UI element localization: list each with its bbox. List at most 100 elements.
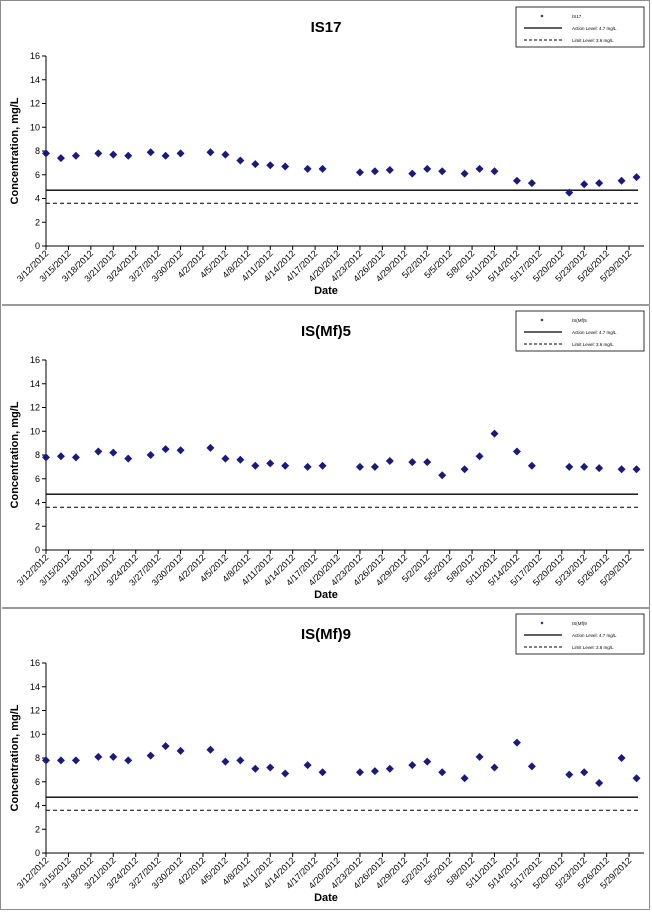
data-point <box>318 164 327 173</box>
legend-label-series: IS(Mf)5 <box>572 318 587 323</box>
data-point <box>161 742 170 751</box>
chart-is17: IS1702468101214163/12/20123/15/20123/18/… <box>9 6 645 297</box>
data-point <box>124 756 133 765</box>
data-point <box>595 778 604 787</box>
data-point <box>71 756 80 765</box>
legend-label-limit: Limit Level: 3.6 mg/L <box>572 38 614 43</box>
data-point <box>475 452 484 461</box>
data-point <box>251 461 260 470</box>
data-point <box>438 471 447 480</box>
data-point <box>565 770 574 779</box>
data-point <box>221 150 230 159</box>
data-point <box>617 754 626 762</box>
y-tick-label: 8 <box>35 146 40 156</box>
data-point <box>490 763 499 772</box>
data-point <box>512 447 521 456</box>
data-point <box>303 164 312 173</box>
data-point <box>109 752 118 761</box>
data-point <box>124 454 133 463</box>
data-point <box>460 169 469 178</box>
data-point <box>71 151 80 160</box>
data-point <box>527 179 536 188</box>
data-point <box>512 738 521 747</box>
y-tick-label: 14 <box>30 682 40 692</box>
y-tick-label: 2 <box>35 824 40 834</box>
legend-label-action: Action Level: 4.7 mg/L <box>572 26 617 31</box>
data-point <box>56 452 65 461</box>
y-tick-label: 16 <box>30 658 40 668</box>
y-tick-label: 16 <box>30 51 40 61</box>
data-point <box>565 188 574 197</box>
data-point <box>124 151 133 160</box>
legend: IS(Mf)9 Action Level: 4.7 mg/L Limit Level… <box>515 613 645 655</box>
y-tick-label: 8 <box>35 450 40 460</box>
legend-label-series: IS17 <box>572 14 582 19</box>
data-point <box>42 453 50 462</box>
y-tick-label: 12 <box>30 99 40 109</box>
y-axis-label: Concentration, mg/L <box>9 401 21 508</box>
data-point <box>281 769 290 778</box>
data-point <box>408 169 417 178</box>
data-point <box>527 762 536 771</box>
y-tick-label: 2 <box>35 217 40 227</box>
data-point <box>266 763 275 772</box>
data-point <box>109 150 118 159</box>
y-tick-label: 10 <box>30 729 40 739</box>
y-tick-label: 4 <box>35 194 40 204</box>
data-point <box>221 454 230 463</box>
legend-marker <box>540 318 544 322</box>
data-point <box>370 462 379 471</box>
y-tick-label: 16 <box>30 355 40 365</box>
data-point <box>146 751 155 760</box>
y-tick-label: 10 <box>30 426 40 436</box>
data-point <box>423 757 432 766</box>
data-point <box>303 761 312 770</box>
legend-box <box>515 6 645 48</box>
chart-title: IS(Mf)9 <box>301 626 351 643</box>
data-point <box>385 456 394 465</box>
data-point <box>236 455 245 464</box>
data-point <box>42 756 50 765</box>
legend-label-limit: Limit Level: 3.6 mg/L <box>572 342 614 347</box>
y-tick-label: 0 <box>35 848 40 858</box>
chart-panel-ismf9: IS(Mf)9 0 2 4 6 8 10 12 14 16 3/12/2012 3/15/2012 3/… <box>2 607 650 909</box>
x-axis-label: Date <box>314 285 338 297</box>
data-point <box>281 162 290 171</box>
data-point <box>303 462 312 471</box>
legend-label-action: Action Level: 4.7 mg/L <box>572 330 617 335</box>
chart-title: IS(Mf)5 <box>301 323 351 340</box>
data-point <box>460 465 469 474</box>
data-point <box>408 761 417 770</box>
data-point <box>512 176 521 185</box>
legend-marker <box>540 14 544 18</box>
data-point <box>475 752 484 761</box>
data-point <box>42 149 50 158</box>
data-point <box>423 458 432 467</box>
legend-label-action: Action Level: 4.7 mg/L <box>572 633 617 638</box>
x-axis-label: Date <box>314 589 338 601</box>
data-point <box>438 768 447 777</box>
data-point <box>408 458 417 467</box>
y-tick-label: 10 <box>30 122 40 132</box>
y-tick-label: 14 <box>30 75 40 85</box>
data-point <box>71 453 80 462</box>
y-tick-label: 6 <box>35 474 40 484</box>
data-point <box>161 151 170 160</box>
y-axis-label: Concentration, mg/L <box>9 704 21 811</box>
data-point <box>438 167 447 176</box>
data-point <box>617 465 626 474</box>
legend-marker <box>540 621 544 625</box>
data-point <box>490 167 499 176</box>
data-point <box>56 756 65 765</box>
data-point <box>161 445 170 454</box>
data-point <box>206 745 215 754</box>
data-point <box>56 154 65 163</box>
data-point <box>94 149 103 158</box>
data-point <box>236 756 245 765</box>
data-point <box>266 459 275 468</box>
chart-ismf5: IS(Mf)502468101214163/12/20123/15/20123/… <box>9 310 645 601</box>
y-tick-label: 12 <box>30 706 40 716</box>
y-tick-label: 0 <box>35 545 40 555</box>
data-point <box>595 179 604 188</box>
y-axis-label: Concentration, mg/L <box>9 97 21 204</box>
